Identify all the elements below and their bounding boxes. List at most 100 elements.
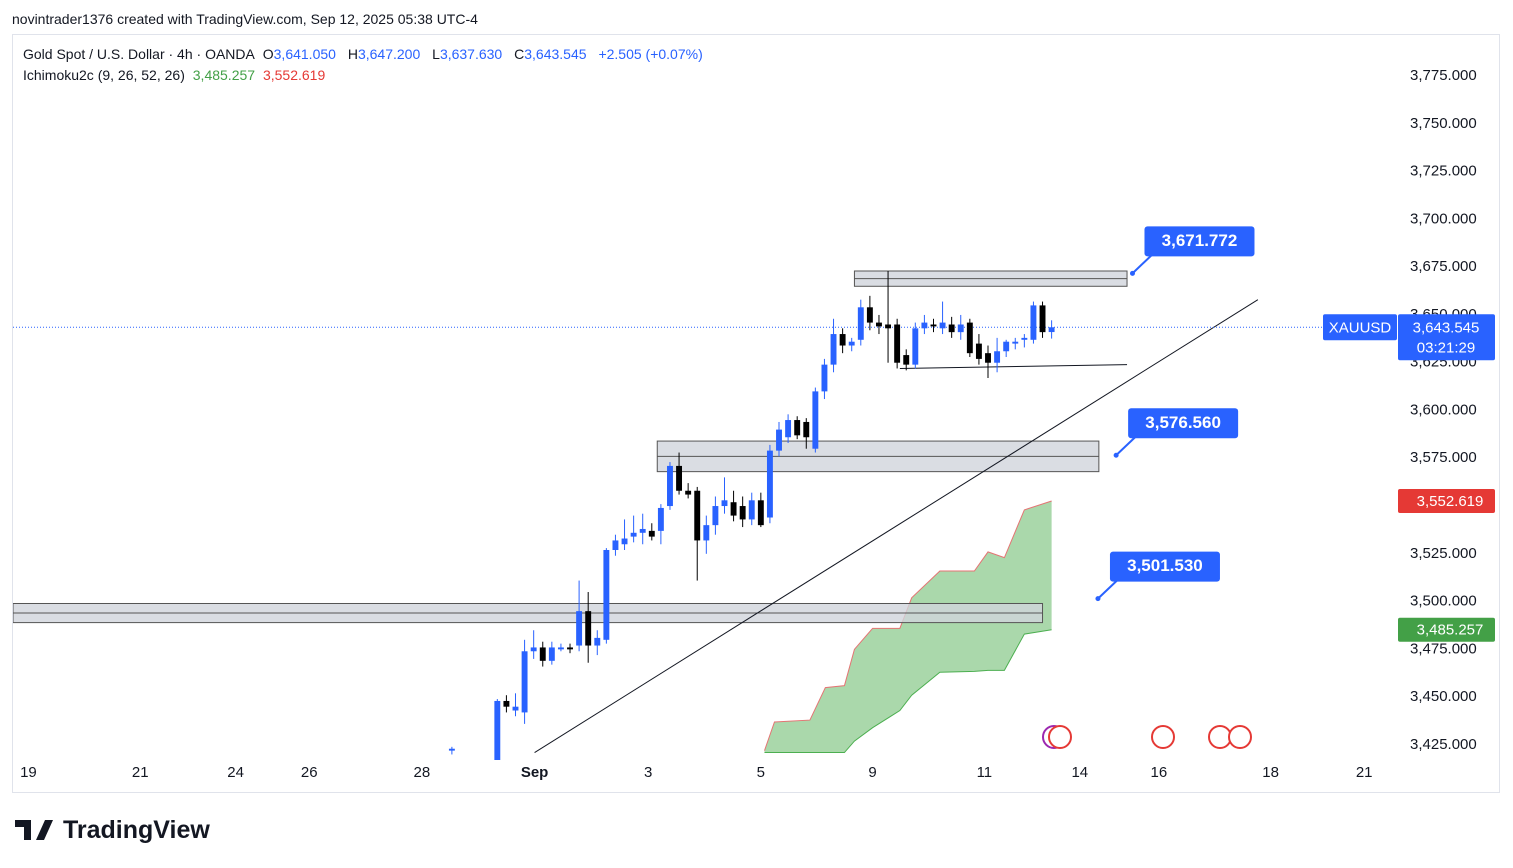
ohlc: L3,637.630 [432,46,506,62]
candle-body [657,507,664,531]
candle-body [676,465,683,491]
candle-body [576,611,583,646]
ohlc-value: 3,641.050 [273,46,336,62]
candle-body [776,429,782,451]
ohlc: H3,647.200 [348,46,424,62]
candle-body [621,538,628,545]
candle-body [630,532,637,537]
candle-body [866,307,873,323]
x-tick-label: 9 [868,764,876,781]
x-tick-label: 21 [1356,764,1373,781]
callout-pointer [1115,435,1137,457]
candle-body [512,706,519,711]
candle-body [803,421,810,438]
candle-body [857,307,864,340]
callout-dot [1129,270,1135,276]
y-tick-label: 3,425.000 [1410,736,1477,753]
candle-body [448,748,455,751]
candle-body [821,364,828,392]
candle-body [530,647,537,652]
candle-body [1030,305,1037,340]
event-icon[interactable] [1228,725,1252,749]
candle-body [712,506,719,526]
ohlc-label: H [347,46,358,62]
candle-body [839,334,846,346]
candle-body [975,343,982,359]
x-tick-label: 21 [132,764,149,781]
ohlc-value: 3,647.200 [357,46,421,62]
price-tag [1398,314,1495,361]
callout-box [1144,226,1255,257]
ohlc-value: 3,637.630 [439,46,503,62]
callout-label: 3,501.530 [1127,556,1203,575]
candle-body [557,647,564,650]
candle-body [567,647,573,650]
callout-dot [1095,596,1101,602]
y-tick-label: 3,525.000 [1410,545,1477,562]
trend-line [534,299,1259,753]
candle-body [721,500,728,507]
candle-body [494,700,501,760]
ohlc: C3,643.545 [514,46,590,62]
x-tick-label: 24 [227,764,244,781]
callout-label: 3,671.772 [1162,231,1238,250]
candle-body [1048,327,1055,333]
legend-main: Gold Spot / U.S. Dollar · 4h · OANDA O3,… [23,46,707,62]
candle-body [503,700,510,707]
candle-body [848,341,855,346]
candle-body [957,324,964,333]
candle-body [766,450,773,518]
candle-body [948,324,955,333]
x-tick-label: 26 [301,764,318,781]
y-tick-label: 3,775.000 [1410,67,1477,84]
candle-body [612,540,619,550]
ohlc-label: O [262,46,274,62]
candle-body [903,355,910,365]
countdown: 03:21:29 [1417,339,1475,356]
event-icon[interactable] [1048,725,1072,749]
y-tick-label: 3,500.000 [1410,593,1477,610]
candle-body [485,772,491,776]
callout-pointer [1097,578,1119,600]
indicator-tag-label: 3,552.619 [1417,493,1484,510]
symbol-title: Gold Spot / U.S. Dollar · 4h · OANDA [23,46,255,62]
x-tick-label: 19 [20,764,37,781]
callout-label: 3,576.560 [1145,413,1221,432]
callout-pointer [1131,253,1154,275]
candle-body [794,420,801,436]
x-tick-label: Sep [521,764,549,781]
candle-body [939,322,946,329]
indicator-tag [1398,489,1495,514]
candle-body [639,528,646,533]
x-tick-label: 11 [977,764,993,781]
y-tick-label: 3,675.000 [1410,258,1477,275]
indicator-tag [1398,617,1495,642]
candle-body [685,490,692,495]
ohlc-label: C [514,46,525,62]
x-tick-label: 18 [1262,764,1279,781]
cloud-line [763,500,1052,751]
event-icon[interactable] [1208,725,1232,749]
logo: TradingView [15,816,210,845]
candle-body [966,322,973,354]
candle-body [521,651,528,713]
candle-body [467,770,473,774]
callout-dot [1113,452,1119,458]
candle-body [548,647,555,661]
price-tag-label: 3,643.545 [1413,319,1480,336]
candle-body [885,324,892,329]
indicator-name: Ichimoku2c (9, 26, 52, 26) [23,67,185,83]
candle-body [594,637,601,646]
candle-body [830,334,837,365]
event-icon[interactable] [1151,725,1175,749]
candle-body [785,420,792,438]
x-tick-label: 5 [757,764,765,781]
candle-body [1003,341,1010,352]
candle-body [1012,341,1019,344]
candle-body [539,647,546,661]
candle-body [921,322,928,329]
candle-body [1021,337,1028,340]
x-tick-label: 28 [414,764,431,781]
